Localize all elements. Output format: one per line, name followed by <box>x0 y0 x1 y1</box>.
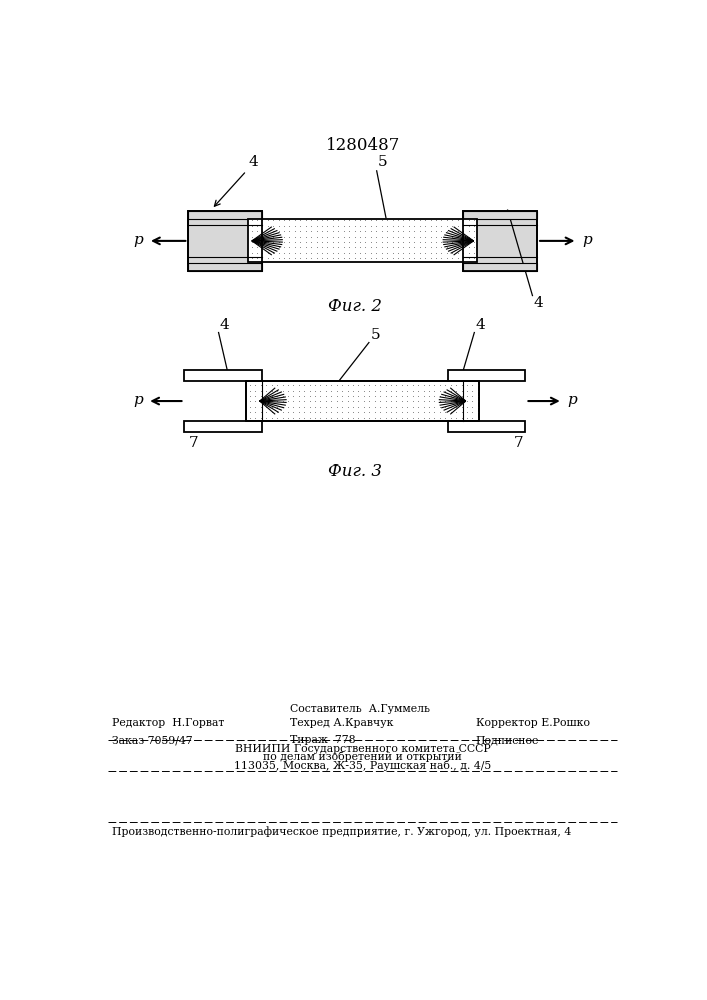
Bar <box>248 219 477 262</box>
Text: 7: 7 <box>514 436 523 450</box>
Bar <box>464 263 537 271</box>
Text: р: р <box>582 233 592 247</box>
Text: 5: 5 <box>378 155 388 169</box>
Text: 113035, Москва, Ж-35, Раушская наб., д. 4/5: 113035, Москва, Ж-35, Раушская наб., д. … <box>234 760 491 771</box>
Text: 4: 4 <box>533 296 543 310</box>
Bar <box>247 381 479 421</box>
Text: Редактор  Н.Горват: Редактор Н.Горват <box>112 718 224 728</box>
Bar <box>188 211 262 271</box>
Bar <box>188 211 262 219</box>
Bar <box>185 370 262 381</box>
Text: Техред А.Кравчук: Техред А.Кравчук <box>290 718 393 728</box>
Bar <box>464 211 537 271</box>
Text: ВНИИПИ Государственного комитета СССР: ВНИИПИ Государственного комитета СССР <box>235 744 491 754</box>
Text: р: р <box>133 393 143 407</box>
Text: Фиг. 3: Фиг. 3 <box>328 463 382 480</box>
Bar <box>188 211 262 271</box>
Bar <box>464 211 537 219</box>
Text: Подписное: Подписное <box>476 735 539 745</box>
Bar <box>448 421 525 432</box>
Text: Тираж  778: Тираж 778 <box>290 735 356 745</box>
Bar <box>464 211 537 271</box>
Bar <box>185 421 262 432</box>
Bar <box>247 381 479 421</box>
Text: Фиг. 2: Фиг. 2 <box>328 298 382 315</box>
Text: р: р <box>567 393 577 407</box>
Text: 4: 4 <box>219 318 229 332</box>
Text: 4: 4 <box>248 155 258 169</box>
Text: 4: 4 <box>475 318 485 332</box>
Text: р: р <box>134 233 144 247</box>
Text: Производственно-полиграфическое предприятие, г. Ужгород, ул. Проектная, 4: Производственно-полиграфическое предприя… <box>112 826 571 837</box>
Text: 7: 7 <box>188 436 198 450</box>
Text: 1280487: 1280487 <box>325 137 400 154</box>
Text: по делам изобретений и открытий: по делам изобретений и открытий <box>263 751 462 762</box>
Text: Корректор Е.Рошко: Корректор Е.Рошко <box>476 718 590 728</box>
Text: 5: 5 <box>370 328 380 342</box>
Text: Составитель  А.Гуммель: Составитель А.Гуммель <box>290 704 430 714</box>
Text: Заказ 7059/47: Заказ 7059/47 <box>112 735 192 745</box>
Bar <box>448 370 525 381</box>
Bar <box>188 263 262 271</box>
